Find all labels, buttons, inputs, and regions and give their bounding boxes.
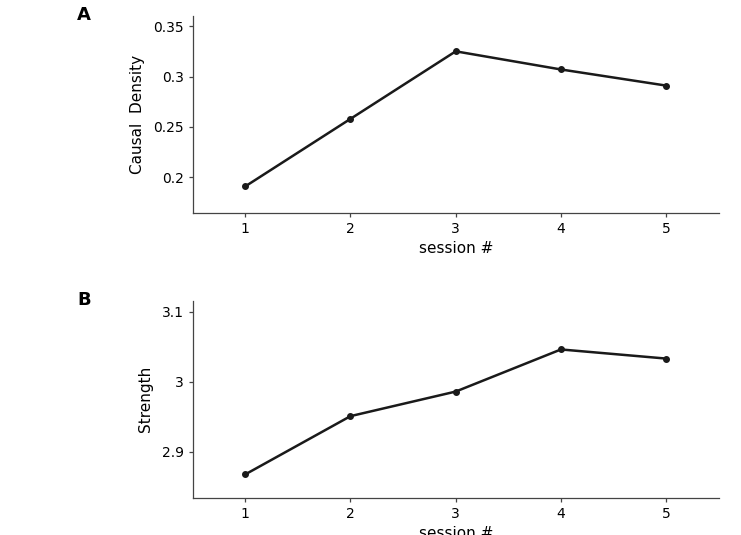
X-axis label: session #: session # [419, 241, 493, 256]
Text: B: B [77, 291, 90, 309]
Y-axis label: Causal  Density: Causal Density [130, 55, 144, 174]
X-axis label: session #: session # [419, 526, 493, 535]
Text: A: A [77, 6, 91, 24]
Y-axis label: Strength: Strength [139, 366, 153, 432]
